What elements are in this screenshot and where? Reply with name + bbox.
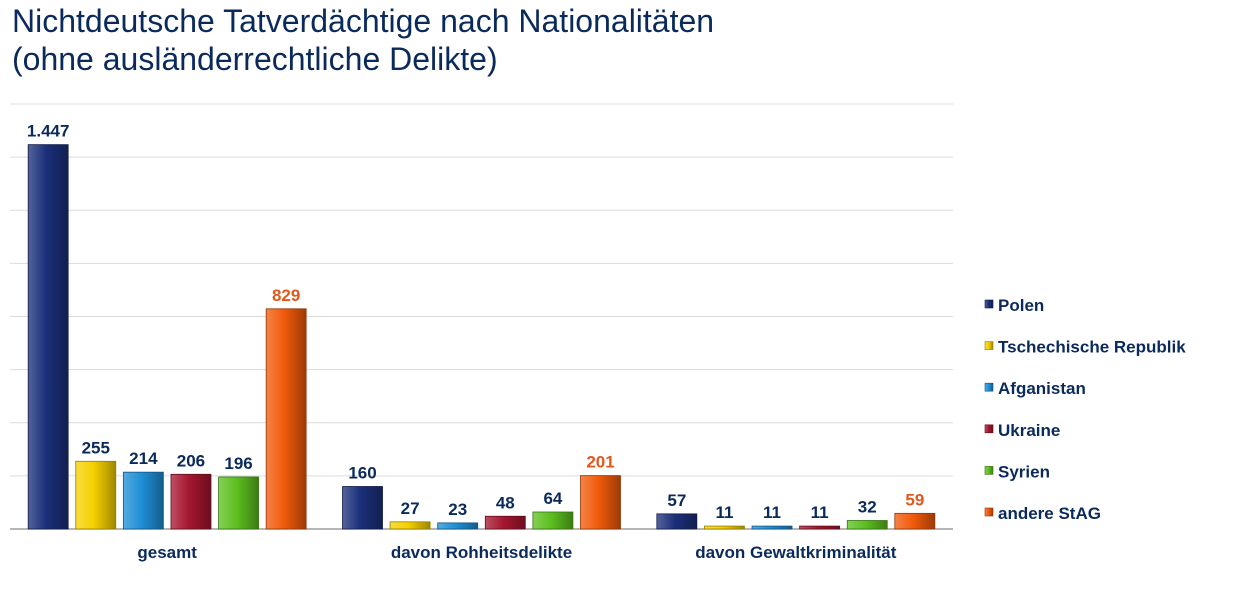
value-label: 11: [715, 503, 733, 522]
bar-ukraine-2: [799, 525, 841, 530]
value-label: 829: [272, 286, 300, 305]
gridlines: [10, 103, 953, 530]
value-label: 23: [448, 500, 467, 519]
category-label: davon Rohheitsdelikte: [391, 543, 572, 562]
legend: Polen Tschechische Republik Afganistan Ukra…: [984, 296, 1186, 523]
legend-swatch: [984, 341, 994, 350]
value-label: 1.447: [27, 122, 70, 141]
legend-swatch: [984, 299, 994, 309]
chart-title-line-2: (ohne ausländerrechtliche Delikte): [12, 41, 498, 77]
bar-andere-stag-0: [265, 308, 307, 530]
bar-ukraine-1: [484, 515, 526, 530]
value-label: 48: [496, 493, 515, 512]
value-labels: 1.447 255 214 206 196 829 160 27 23 48 64 201 57 11 11…: [27, 122, 924, 522]
bar-polen-2: [656, 513, 698, 530]
value-label: 214: [129, 449, 158, 468]
bar-polen-0: [27, 144, 69, 530]
value-label: 59: [905, 490, 924, 509]
legend-label: Polen: [998, 296, 1044, 315]
chart-title: Nichtdeutsche Tatverdächtige nach Nation…: [12, 2, 714, 78]
legend-swatch: [984, 382, 994, 392]
value-label: 201: [586, 453, 614, 472]
value-label: 255: [82, 438, 110, 457]
bar-ukraine-0: [170, 473, 212, 530]
bar-syrien-0: [218, 476, 259, 530]
value-label: 57: [667, 491, 686, 510]
bar-andere-stag-2: [894, 512, 936, 530]
bar-andere-stag-1: [580, 475, 621, 530]
chart-title-line-1: Nichtdeutsche Tatverdächtige nach Nation…: [12, 3, 715, 39]
bar-polen-1: [342, 486, 383, 530]
legend-label: andere StAG: [998, 504, 1101, 523]
value-label: 27: [401, 499, 420, 518]
bar-tschechische-republik-2: [704, 525, 745, 530]
legend-label: Afganistan: [998, 379, 1086, 398]
bars: [27, 144, 936, 530]
bar-tschechische-republik-0: [75, 460, 117, 530]
value-label: 196: [224, 454, 252, 473]
value-label: 11: [763, 503, 781, 522]
value-label: 206: [177, 451, 205, 470]
legend-swatch: [984, 424, 994, 434]
bar-afganistan-1: [437, 522, 479, 530]
value-label: 32: [858, 498, 877, 517]
legend-swatch: [984, 466, 994, 475]
bar-syrien-1: [532, 511, 574, 530]
value-label: 11: [811, 503, 829, 522]
value-label: 64: [543, 489, 562, 508]
category-labels: gesamt davon Rohheitsdelikte davon Gewaltk…: [137, 543, 896, 562]
legend-label: Ukraine: [998, 421, 1060, 440]
category-label: gesamt: [137, 543, 197, 562]
legend-label: Tschechische Republik: [998, 338, 1186, 357]
bar-afganistan-0: [122, 471, 164, 530]
legend-swatch: [984, 507, 994, 517]
category-label: davon Gewaltkriminalität: [695, 543, 897, 562]
bar-syrien-2: [846, 520, 888, 530]
value-label: 160: [348, 464, 376, 483]
bar-afganistan-2: [751, 525, 793, 530]
bar-tschechische-republik-1: [389, 521, 431, 530]
legend-label: Syrien: [998, 462, 1050, 481]
